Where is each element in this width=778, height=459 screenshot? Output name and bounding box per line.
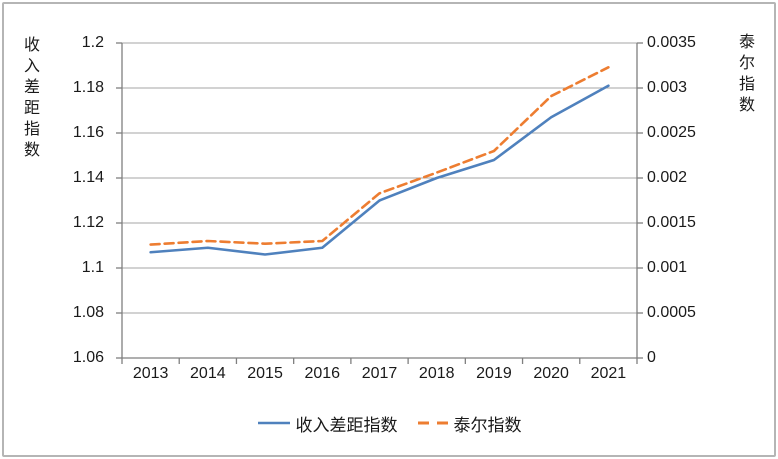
right-axis-tick-label: 0.0035	[647, 34, 696, 51]
left-axis-tick-label: 1.2	[81, 34, 104, 51]
left-axis-tick-label: 1.1	[81, 259, 104, 276]
left-axis-tick-label: 1.08	[72, 304, 104, 321]
legend-line-sample-theil	[417, 421, 448, 425]
left-axis-tick-label: 1.16	[72, 124, 104, 141]
x-axis-tick-label: 2017	[361, 365, 398, 382]
left-axis-tick-label: 1.14	[72, 169, 104, 186]
x-axis-tick-label: 2021	[590, 365, 627, 382]
left-axis-tick-label: 1.18	[72, 79, 104, 96]
right-axis-tick-label: 0.002	[647, 169, 688, 186]
left-axis-title: 收入差距指数	[21, 36, 38, 162]
legend-label-income-gap: 收入差距指数	[295, 415, 398, 435]
left-axis-tick-label: 1.12	[72, 214, 104, 231]
right-axis-tick-label: 0.001	[647, 259, 688, 276]
left-axis-tick-label: 1.06	[72, 349, 104, 366]
x-axis-tick-label: 2018	[418, 365, 455, 382]
x-axis-tick-label: 2014	[190, 365, 226, 382]
right-axis-tick-label: 0	[647, 349, 656, 366]
right-axis-tick-label: 0.0025	[647, 124, 696, 141]
series-line-income-gap	[149, 84, 610, 256]
legend-label-theil: 泰尔指数	[453, 415, 522, 435]
right-axis-tick-label: 0.0005	[647, 304, 696, 321]
x-axis-tick-label: 2016	[304, 365, 341, 382]
right-axis-tick-label: 0.0015	[647, 214, 696, 231]
chart-legend: 收入差距指数 泰尔指数	[0, 409, 778, 437]
x-axis-tick-label: 2019	[476, 365, 512, 382]
series-line-theil	[149, 66, 610, 246]
right-axis-title: 泰尔指数	[736, 33, 753, 117]
x-axis-tick-label: 2020	[533, 365, 569, 382]
x-axis-tick-label: 2013	[132, 365, 169, 382]
x-axis-tick-label: 2015	[247, 365, 283, 382]
legend-line-sample-income-gap	[257, 421, 290, 425]
right-axis-tick-label: 0.003	[647, 79, 688, 96]
